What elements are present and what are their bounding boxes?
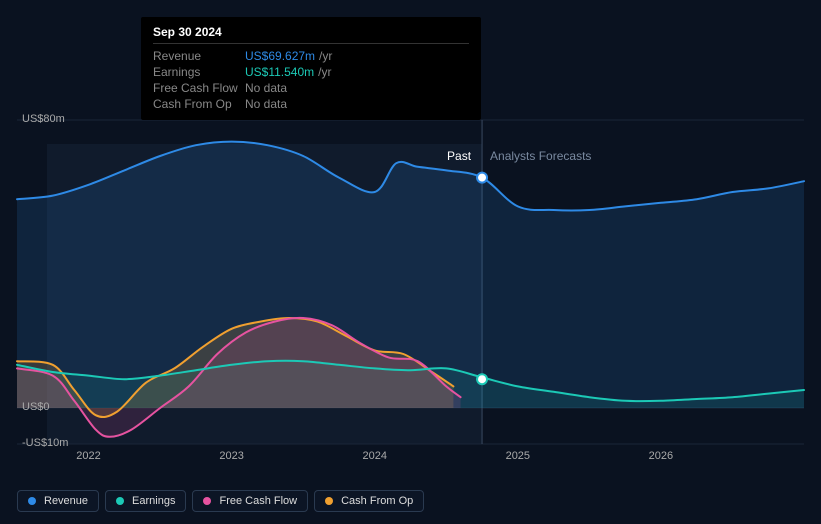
legend-dot-icon: [28, 497, 36, 505]
legend-label: Revenue: [44, 495, 88, 507]
tooltip-metric-value: US$69.627m: [245, 49, 315, 63]
tooltip-metric-label: Earnings: [153, 65, 245, 79]
legend-label: Cash From Op: [341, 495, 413, 507]
legend-item-earnings[interactable]: Earnings: [105, 490, 186, 512]
y-axis-label: US$80m: [22, 113, 65, 125]
legend-dot-icon: [325, 497, 333, 505]
forecast-label: Analysts Forecasts: [490, 149, 591, 163]
tooltip-metric-unit: /yr: [319, 49, 332, 63]
tooltip-row: EarningsUS$11.540m/yr: [153, 64, 469, 80]
tooltip-metric-value: No data: [245, 97, 287, 111]
tooltip-row: RevenueUS$69.627m/yr: [153, 48, 469, 64]
tooltip-metric-label: Revenue: [153, 49, 245, 63]
legend-dot-icon: [203, 497, 211, 505]
legend-item-revenue[interactable]: Revenue: [17, 490, 99, 512]
legend-item-fcf[interactable]: Free Cash Flow: [192, 490, 308, 512]
legend-label: Free Cash Flow: [219, 495, 297, 507]
tooltip-row: Cash From OpNo data: [153, 96, 469, 112]
chart-tooltip: Sep 30 2024 RevenueUS$69.627m/yrEarnings…: [141, 17, 481, 120]
x-axis-label: 2026: [649, 450, 673, 462]
tooltip-row: Free Cash FlowNo data: [153, 80, 469, 96]
y-axis-label: -US$10m: [22, 437, 68, 449]
tooltip-metric-label: Cash From Op: [153, 97, 245, 111]
chart-legend: Revenue Earnings Free Cash Flow Cash From O…: [17, 490, 424, 512]
tooltip-metric-value: US$11.540m: [245, 65, 314, 79]
x-axis-label: 2022: [76, 450, 100, 462]
tooltip-date: Sep 30 2024: [153, 25, 469, 44]
legend-item-cashflow[interactable]: Cash From Op: [314, 490, 424, 512]
legend-dot-icon: [116, 497, 124, 505]
legend-label: Earnings: [132, 495, 175, 507]
x-axis-label: 2024: [362, 450, 386, 462]
y-axis-label: US$0: [22, 401, 50, 413]
tooltip-metric-value: No data: [245, 81, 287, 95]
x-axis-label: 2023: [219, 450, 243, 462]
tooltip-metric-unit: /yr: [318, 65, 331, 79]
past-label: Past: [447, 149, 471, 163]
x-axis-label: 2025: [506, 450, 530, 462]
tooltip-metric-label: Free Cash Flow: [153, 81, 245, 95]
